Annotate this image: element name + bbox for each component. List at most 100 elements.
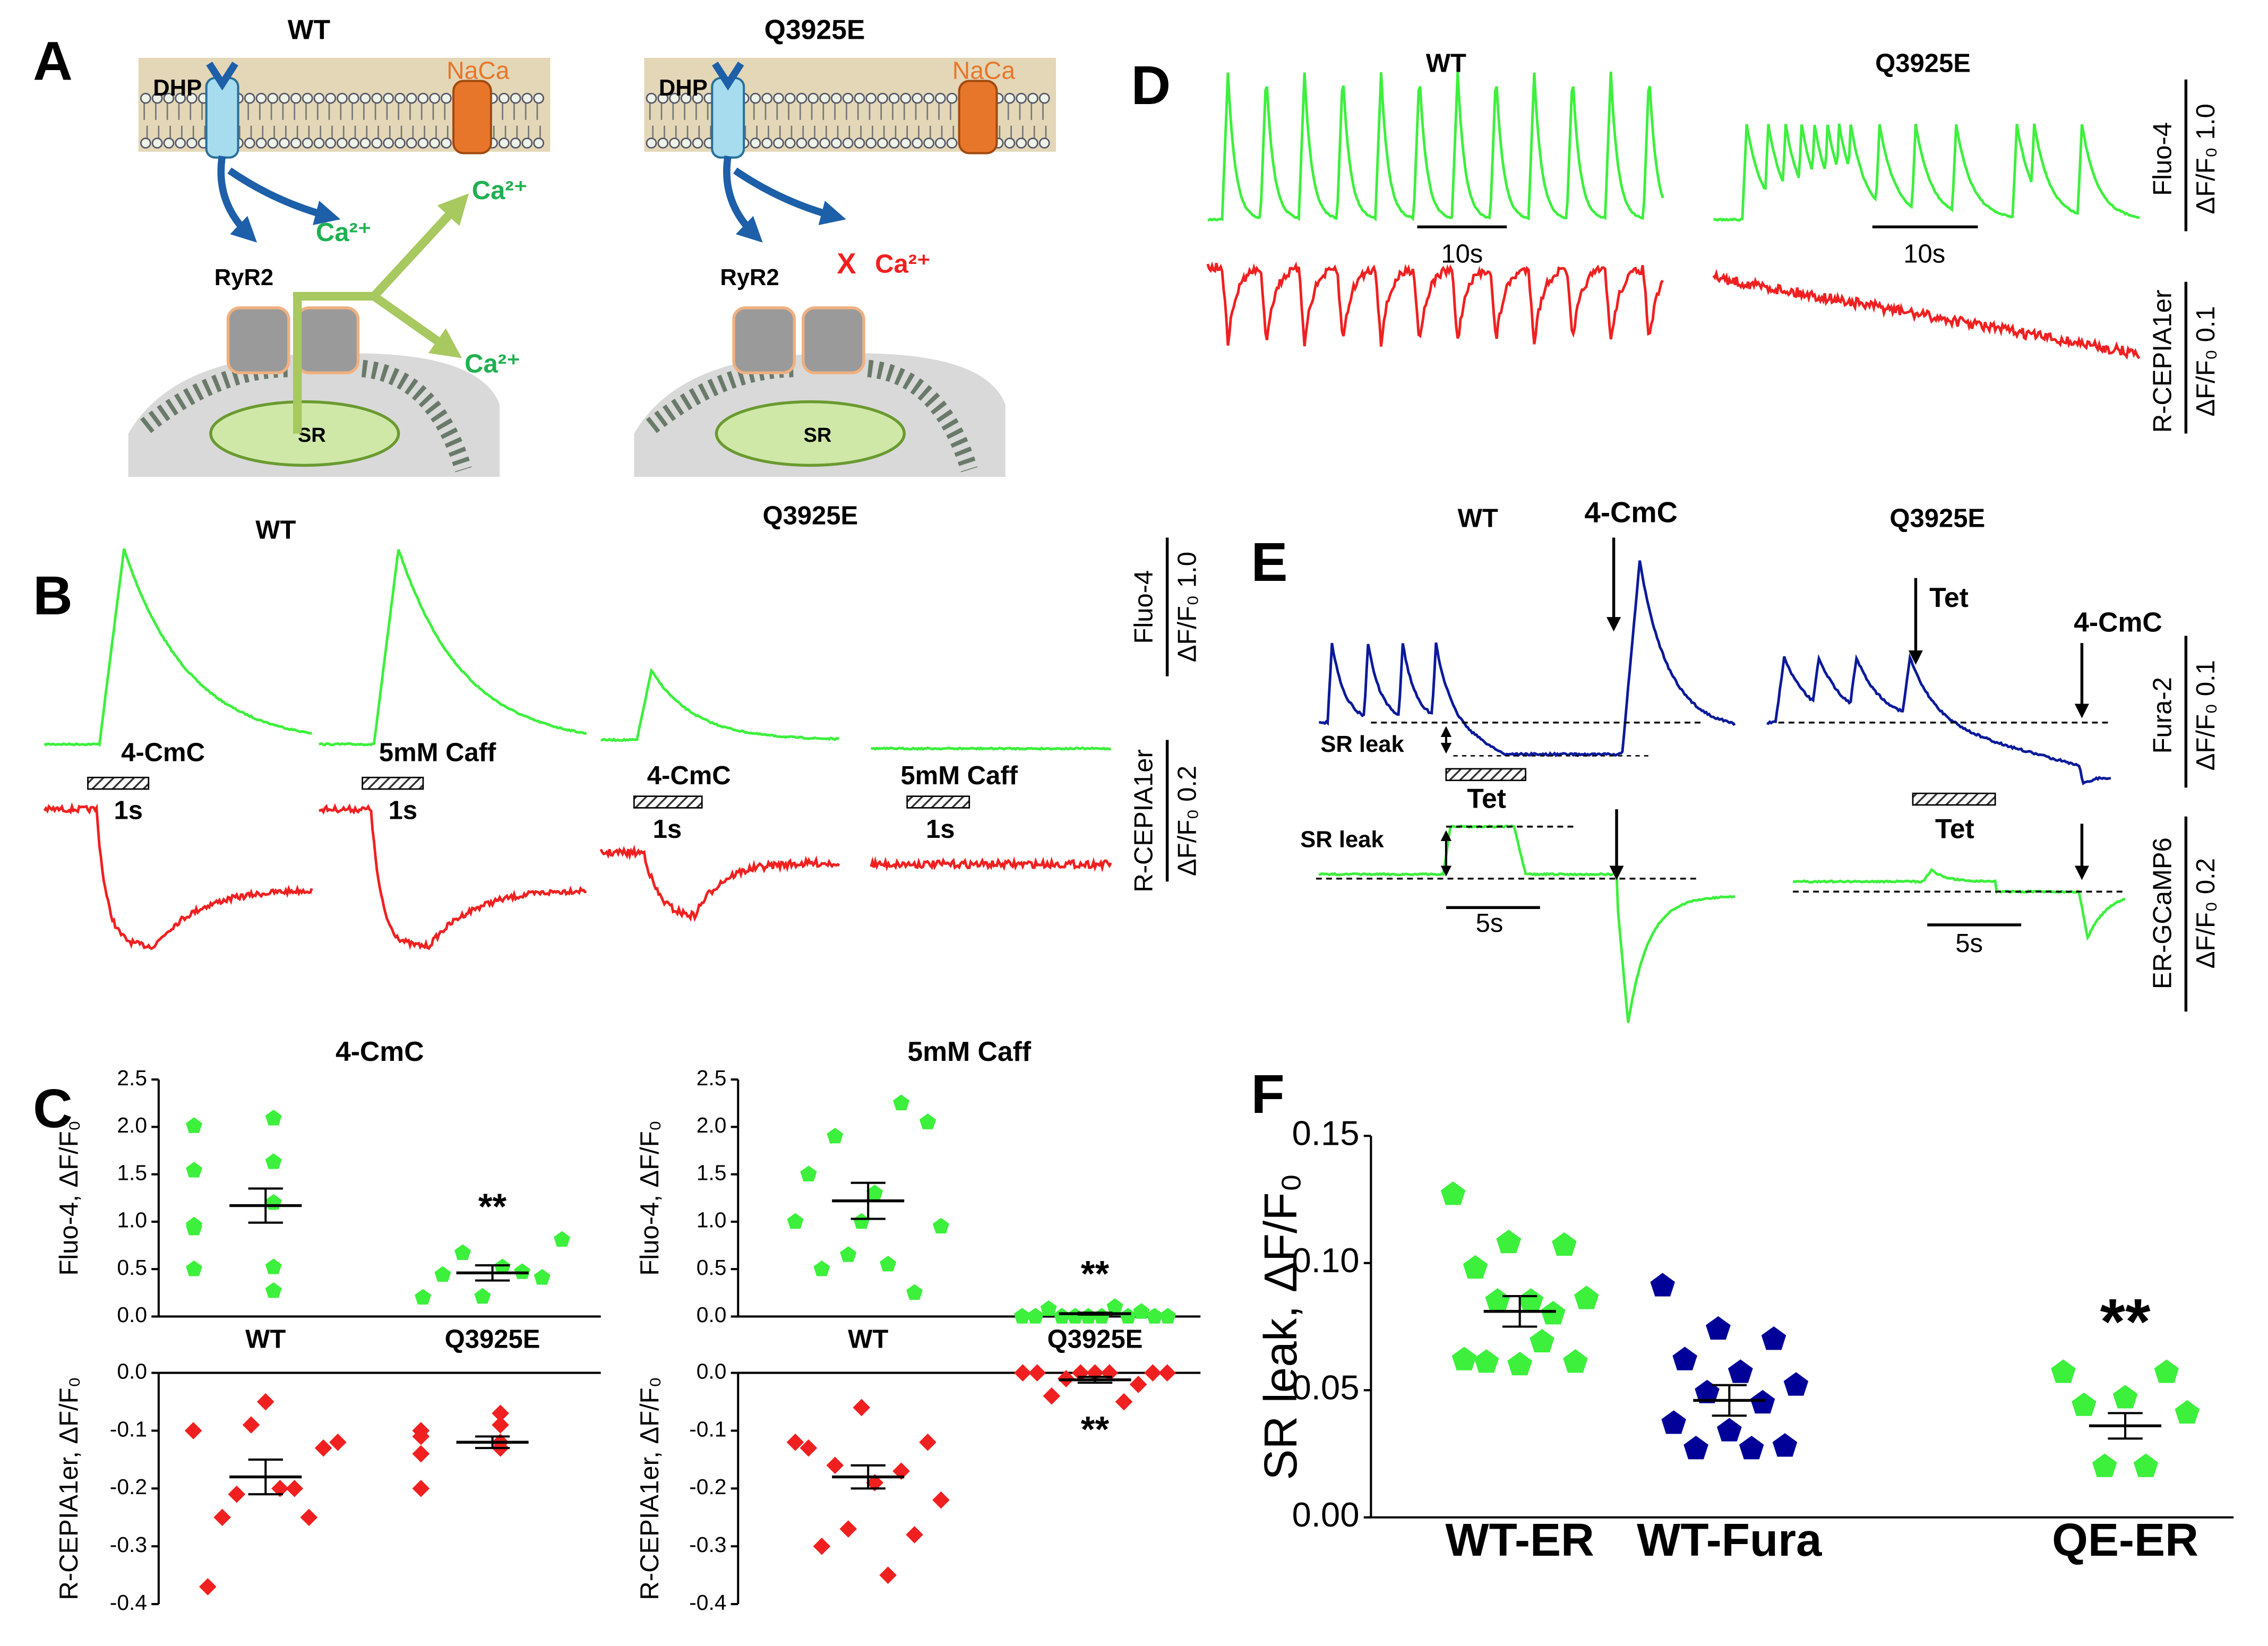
stim-bar [633,795,703,809]
lipid-head [946,92,958,104]
lipid-head [669,92,680,104]
label: Q3925E [1875,49,1971,78]
panel-label: E [1251,531,1287,593]
data-point [1552,1232,1577,1256]
label: Q3925E [1889,504,1985,533]
trace [1318,560,1736,758]
y-tick-label: -0.1 [689,1417,726,1441]
data-point [228,1485,246,1503]
lipid-head [900,138,912,149]
y-tick-label: 1.5 [117,1160,147,1185]
lipid-head [1027,92,1038,104]
lipid-head [499,92,510,104]
lipid-head [854,92,865,104]
lipid-head [750,138,761,149]
lipid-head [255,92,267,104]
lipid-head [244,138,255,149]
lipid-head [359,92,371,104]
lipid-head [842,92,854,104]
y-tick-label: 0.0 [697,1302,727,1327]
lipid-head [267,92,279,104]
coupling-arrow [217,155,257,243]
data-point [906,1526,923,1544]
lipid-head [186,92,197,104]
lipid-head [1027,138,1038,149]
stim-bar [1912,792,1996,806]
lipid-head [383,138,394,149]
lipid-head [510,138,521,149]
label: Q3925E [762,501,858,530]
chart-title: 5mM Caff [907,1036,1031,1067]
coupling-arrow [723,155,763,243]
lipid-head [796,138,807,149]
lipid-head [510,92,521,104]
lipid-head [417,138,429,149]
x-tick-label: Q3925E [445,1325,540,1354]
label: 4-CmC [2074,606,2162,637]
lipid-head [499,138,510,149]
label: 4-CmC [1585,496,1678,528]
lipid-head [417,92,429,104]
significance: ** [1081,1409,1110,1450]
lipid-head [900,92,912,104]
label: 5mM Caff [900,761,1018,790]
label: SR [298,424,326,447]
data-point [186,1117,203,1133]
label: 10s [1441,240,1483,269]
ryr2-channel [802,306,865,374]
lipid-head [646,138,657,149]
label: NaCa [446,56,510,84]
label: 1s [653,815,682,844]
trace [600,667,840,742]
trace [318,549,587,747]
data-point [199,1578,217,1596]
sr-membrane [646,359,796,433]
data-point [1040,1300,1057,1316]
label: Ca²⁺ [875,250,931,279]
lipid-head [140,138,151,149]
ryr2-channel [226,306,290,374]
lipid-head [151,138,163,149]
data-point [1507,1351,1533,1376]
data-point [2092,1453,2117,1477]
data-point [184,1422,202,1439]
lipid-head [348,138,359,149]
trace [1207,71,1664,222]
data-point [265,1194,282,1210]
coupling-arrow [227,167,341,226]
lipid-head [773,138,784,149]
data-point [1563,1349,1588,1373]
lipid-head [842,138,854,149]
y-tick-label: 1.0 [117,1208,147,1232]
data-point [1728,1359,1753,1383]
lipid-head [521,138,533,149]
lipid-head [888,138,900,149]
data-point [186,1162,203,1178]
data-point [1028,1364,1046,1382]
lipid-head [359,138,371,149]
y-axis-label: Fluo-4, ΔF/F₀ [635,1120,664,1276]
label: ΔF/F₀ 1.0 [1173,552,1201,662]
label: 10s [1903,240,1945,269]
lipid-head [406,92,417,104]
lipid-head [302,138,313,149]
lipid-head [302,92,313,104]
data-point [415,1289,432,1305]
lipid-head [348,92,359,104]
data-point [1067,1308,1084,1324]
data-point [1129,1376,1147,1393]
data-point [1106,1298,1123,1314]
lipid-head [680,92,692,104]
lipid-head [394,138,406,149]
data-point [1530,1328,1554,1352]
label: WT [1426,49,1466,78]
data-point [1053,1308,1070,1324]
data-point [2112,1385,2138,1409]
lipid-head [279,92,290,104]
data-point [866,1184,883,1201]
data-point [1451,1347,1477,1370]
y-tick-label: -0.4 [110,1590,147,1615]
ryr2-channel [732,306,796,374]
lipid-head [657,138,669,149]
data-point [2133,1453,2159,1477]
